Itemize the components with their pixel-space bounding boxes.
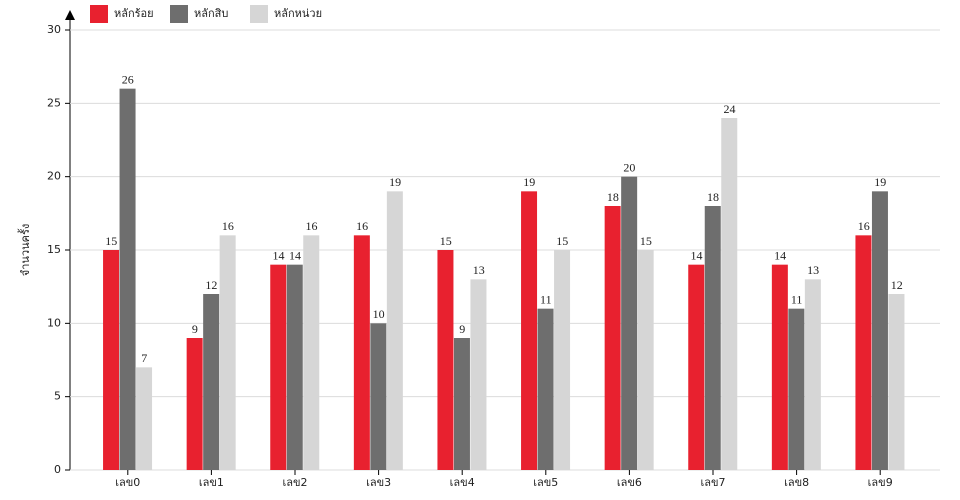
legend-label: หลักร้อย [114, 7, 154, 20]
bar [855, 235, 872, 470]
x-tick-label: เลข7 [700, 476, 725, 489]
value-label: 18 [707, 190, 719, 204]
y-tick-label: 25 [47, 96, 61, 109]
x-tick-label: เลข0 [115, 476, 140, 489]
value-label: 19 [389, 175, 401, 189]
bar [804, 279, 821, 470]
value-label: 14 [273, 248, 285, 262]
value-label: 15 [556, 234, 568, 248]
bar [888, 294, 905, 470]
bar [370, 323, 387, 470]
value-label: 16 [222, 219, 234, 233]
value-label: 10 [373, 307, 385, 321]
bar [386, 191, 403, 471]
bar [103, 250, 120, 470]
value-label: 19 [523, 175, 535, 189]
bar [554, 250, 571, 470]
value-label: 13 [473, 263, 485, 277]
y-tick-label: 15 [47, 243, 61, 256]
x-tick-label: เลข3 [366, 476, 391, 489]
y-tick-label: 30 [47, 23, 61, 36]
value-label: 19 [874, 175, 886, 189]
bar [704, 206, 721, 470]
bar [621, 176, 638, 470]
value-label: 15 [640, 234, 652, 248]
bar [353, 235, 370, 470]
bar [688, 264, 705, 470]
y-axis-arrow [65, 10, 75, 20]
value-label: 15 [105, 234, 117, 248]
value-label: 14 [774, 248, 786, 262]
x-tick-label: เลข9 [868, 476, 893, 489]
value-label: 24 [724, 102, 736, 116]
value-label: 12 [891, 278, 903, 292]
x-tick-label: เลข5 [533, 476, 558, 489]
value-label: 18 [607, 190, 619, 204]
bar [286, 264, 303, 470]
value-label: 26 [122, 72, 134, 86]
bar [186, 338, 203, 470]
bar [788, 308, 805, 470]
y-tick-label: 0 [54, 463, 61, 476]
y-tick-label: 20 [47, 170, 61, 183]
value-label: 16 [356, 219, 368, 233]
legend-swatch [250, 5, 268, 23]
bar [871, 191, 888, 471]
bar [219, 235, 236, 470]
value-label: 16 [306, 219, 318, 233]
x-tick-label: เลข4 [450, 476, 475, 489]
value-label: 14 [691, 248, 703, 262]
x-tick-label: เลข6 [617, 476, 642, 489]
bar [771, 264, 788, 470]
value-label: 13 [807, 263, 819, 277]
value-label: 11 [540, 292, 552, 306]
value-label: 7 [141, 351, 147, 365]
value-label: 9 [459, 322, 465, 336]
legend-label: หลักหน่วย [274, 7, 322, 20]
bar [537, 308, 554, 470]
bar [203, 294, 220, 470]
bar [453, 338, 470, 470]
y-tick-label: 10 [47, 316, 61, 329]
bar [521, 191, 538, 471]
x-tick-label: เลข8 [784, 476, 809, 489]
bar [437, 250, 454, 470]
bar [136, 367, 153, 470]
value-label: 12 [205, 278, 217, 292]
value-label: 15 [440, 234, 452, 248]
y-tick-label: 5 [54, 390, 61, 403]
value-label: 16 [858, 219, 870, 233]
value-label: 9 [192, 322, 198, 336]
legend-swatch [90, 5, 108, 23]
value-label: 14 [289, 248, 301, 262]
bar [270, 264, 287, 470]
legend-swatch [170, 5, 188, 23]
bar [470, 279, 487, 470]
bar [637, 250, 654, 470]
value-label: 11 [791, 292, 803, 306]
bar [303, 235, 320, 470]
legend-label: หลักสิบ [194, 7, 228, 20]
bar [721, 118, 738, 470]
x-tick-label: เลข1 [199, 476, 224, 489]
x-tick-label: เลข2 [282, 476, 307, 489]
bar [119, 88, 136, 471]
y-axis-label: จำนวนครั้ง [17, 224, 32, 276]
bar [604, 206, 621, 470]
value-label: 20 [623, 160, 635, 174]
